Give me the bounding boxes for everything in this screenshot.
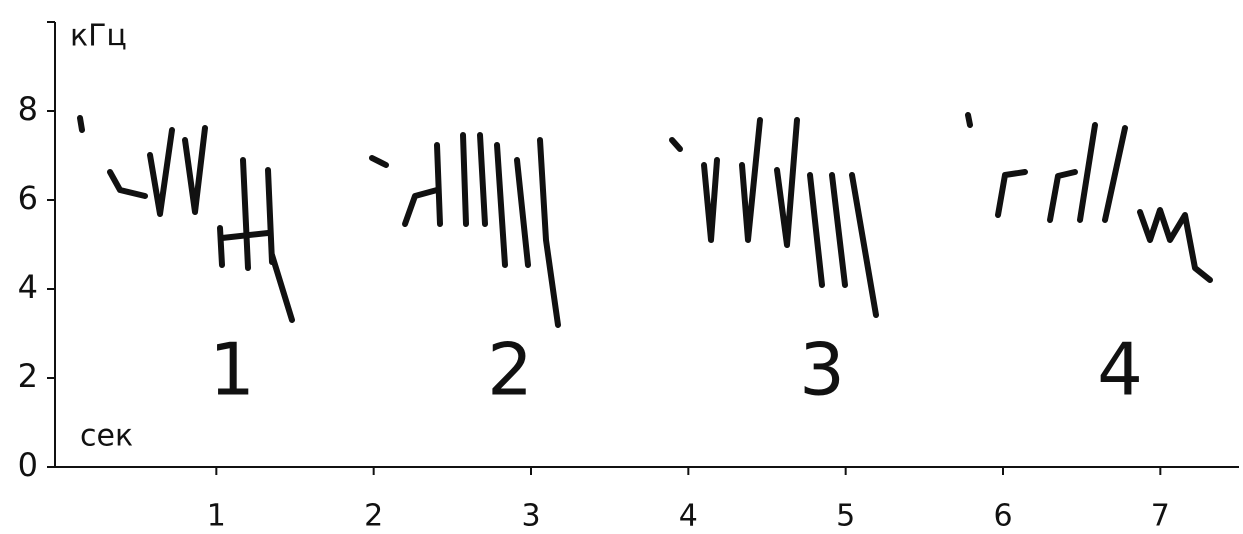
y-tick-label: 8: [18, 90, 38, 128]
x-tick-label: 6: [993, 499, 1012, 534]
x-tick-label: 4: [679, 499, 698, 534]
y-axis-label: кГц: [70, 19, 127, 54]
annotation: 1: [209, 328, 255, 412]
x-tick-label: 3: [521, 499, 540, 534]
x-tick-label: 5: [836, 499, 855, 534]
x-tick-label: 1: [207, 499, 226, 534]
y-tick-label: 2: [18, 357, 38, 395]
x-axis-label: сек: [80, 419, 133, 454]
y-tick-label: 6: [18, 179, 38, 217]
y-tick-label: 0: [18, 446, 38, 484]
annotation: 2: [487, 328, 533, 412]
spectrogram-traces: [77, 112, 1213, 328]
annotation: 3: [799, 328, 845, 412]
x-tick-label: 7: [1151, 499, 1170, 534]
x-tick-label: 2: [364, 499, 383, 534]
annotation: 4: [1097, 328, 1143, 412]
y-tick-label: 4: [18, 268, 38, 306]
